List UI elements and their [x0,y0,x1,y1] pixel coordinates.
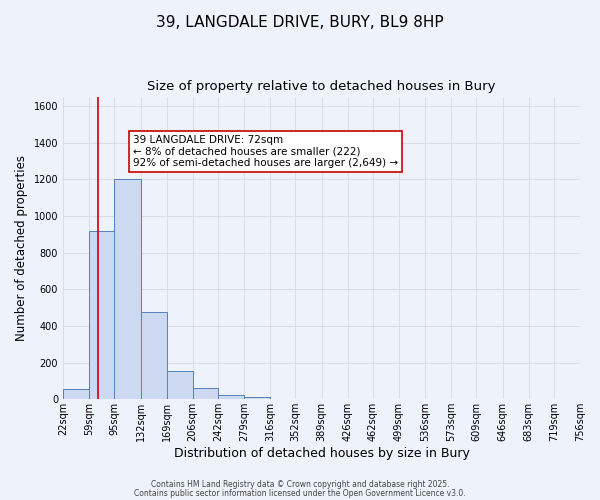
Bar [218,394,244,400]
Bar [63,389,89,400]
Text: 39, LANGDALE DRIVE, BURY, BL9 8HP: 39, LANGDALE DRIVE, BURY, BL9 8HP [156,15,444,30]
Bar [167,371,193,400]
Bar [193,388,218,400]
Bar [115,180,140,400]
Bar [140,312,167,400]
Title: Size of property relative to detached houses in Bury: Size of property relative to detached ho… [147,80,496,93]
Y-axis label: Number of detached properties: Number of detached properties [15,155,28,341]
Bar [89,230,115,400]
X-axis label: Distribution of detached houses by size in Bury: Distribution of detached houses by size … [173,447,469,460]
Text: Contains public sector information licensed under the Open Government Licence v3: Contains public sector information licen… [134,489,466,498]
Text: Contains HM Land Registry data © Crown copyright and database right 2025.: Contains HM Land Registry data © Crown c… [151,480,449,489]
Text: 39 LANGDALE DRIVE: 72sqm
← 8% of detached houses are smaller (222)
92% of semi-d: 39 LANGDALE DRIVE: 72sqm ← 8% of detache… [133,134,398,168]
Bar [244,398,270,400]
